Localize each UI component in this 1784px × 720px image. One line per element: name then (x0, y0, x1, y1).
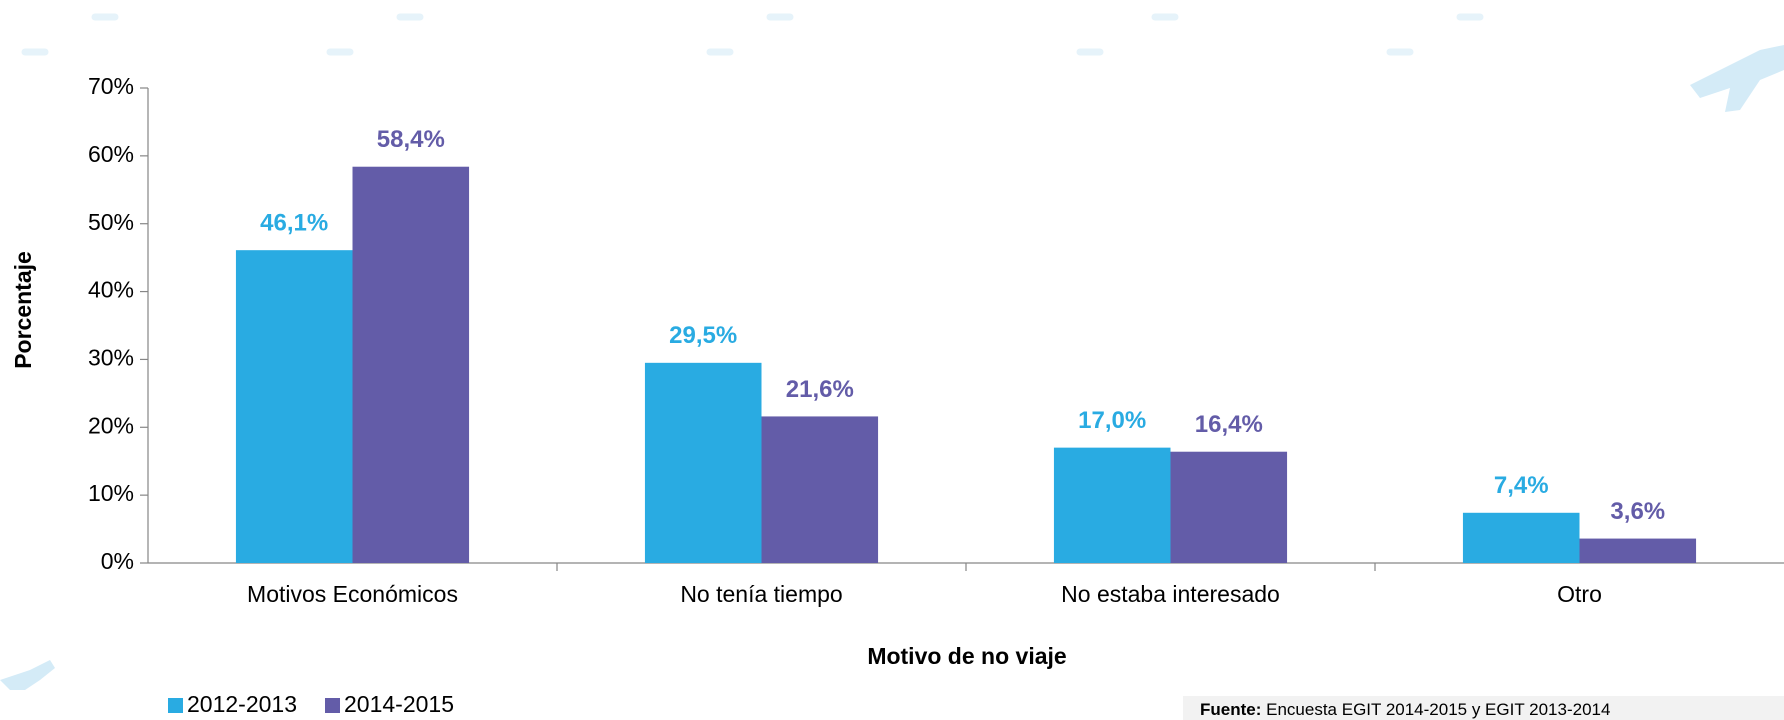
source-label: Fuente: (1200, 700, 1261, 719)
bar (1170, 451, 1288, 563)
value-label: 17,0% (1078, 407, 1146, 434)
bar (1053, 447, 1171, 563)
x-axis-title: Motivo de no viaje (867, 643, 1066, 669)
bar (761, 416, 879, 563)
y-tick-label: 10% (88, 480, 134, 506)
bar (1462, 512, 1580, 563)
legend-label: 2012-2013 (187, 691, 297, 717)
source-box (1183, 696, 1784, 720)
value-label: 3,6% (1610, 498, 1665, 525)
y-tick-label: 30% (88, 345, 134, 371)
y-tick-label: 0% (101, 548, 134, 574)
value-label: 21,6% (786, 376, 854, 403)
x-tick-label: No estaba interesado (1061, 581, 1280, 607)
plane-icon (0, 660, 55, 690)
source: Fuente: Encuesta EGIT 2014-2015 y EGIT 2… (1200, 700, 1610, 719)
source-text: Encuesta EGIT 2014-2015 y EGIT 2013-2014 (1266, 700, 1610, 719)
x-tick-label: Motivos Económicos (247, 581, 458, 607)
y-tick-label: 50% (88, 209, 134, 235)
value-label: 16,4% (1195, 411, 1263, 438)
legend-swatch (325, 698, 340, 713)
y-axis-title: Porcentaje (10, 251, 36, 369)
legend-swatch (168, 698, 183, 713)
y-tick-label: 70% (88, 73, 134, 99)
bar (1579, 538, 1697, 563)
bar (644, 362, 762, 563)
x-tick-label: Otro (1557, 581, 1602, 607)
y-tick-label: 60% (88, 141, 134, 167)
x-tick-label: No tenía tiempo (680, 581, 842, 607)
value-label: 7,4% (1494, 472, 1549, 499)
y-tick-label: 20% (88, 412, 134, 438)
decoration (21, 13, 1484, 56)
bar (235, 250, 353, 563)
value-label: 29,5% (669, 322, 737, 349)
legend-label: 2014-2015 (344, 691, 454, 717)
y-tick-label: 40% (88, 277, 134, 303)
plane-icon (1690, 45, 1784, 112)
value-label: 58,4% (377, 126, 445, 153)
value-label: 46,1% (260, 210, 328, 237)
bar (352, 166, 470, 563)
